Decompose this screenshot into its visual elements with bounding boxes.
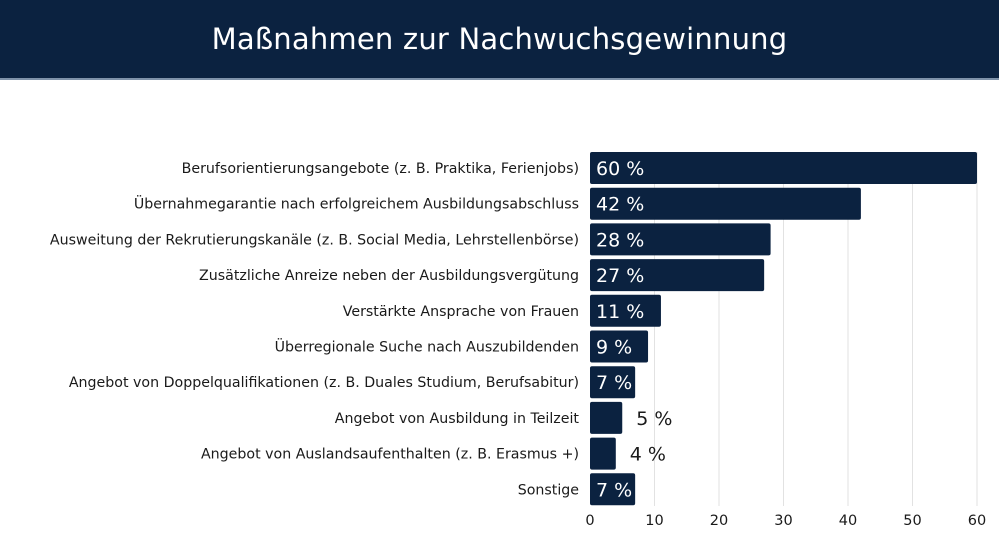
data-label: 28 %	[596, 229, 644, 251]
x-tick-label: 20	[710, 513, 728, 529]
x-tick-label: 0	[585, 513, 594, 529]
x-tick-label: 30	[774, 513, 792, 529]
data-label: 4 %	[630, 444, 666, 466]
bar	[590, 437, 616, 470]
x-tick-label: 60	[968, 513, 986, 529]
bar	[590, 473, 636, 506]
category-label: Überregionale Suche nach Auszubildenden	[275, 338, 579, 356]
category-label: Zusätzliche Anreize neben der Ausbildung…	[199, 268, 579, 284]
category-label: Ausweitung der Rekrutierungskanäle (z. B…	[50, 232, 579, 248]
bar	[590, 401, 623, 434]
data-label: 42 %	[596, 194, 644, 216]
bar	[590, 187, 861, 220]
bar	[590, 259, 765, 292]
bar	[590, 152, 977, 184]
x-tick-label: 10	[645, 513, 663, 529]
chart-header: Maßnahmen zur Nachwuchsgewinnung	[0, 0, 999, 80]
category-label: Sonstige	[518, 482, 579, 498]
category-labels: Berufsorientierungsangebote (z. B. Prakt…	[50, 161, 580, 498]
category-label: Angebot von Ausbildung in Teilzeit	[335, 411, 580, 427]
category-label: Übernahmegarantie nach erfolgreichem Aus…	[134, 195, 579, 213]
bar	[590, 294, 661, 327]
category-label: Verstärkte Ansprache von Frauen	[343, 304, 579, 320]
data-label: 7 %	[596, 479, 632, 501]
data-labels: 60 %42 %28 %27 %11 %9 %7 %5 %4 %7 %	[596, 158, 672, 501]
data-label: 7 %	[596, 372, 632, 394]
data-label: 9 %	[596, 337, 632, 359]
bar	[590, 330, 649, 363]
bars	[590, 152, 977, 506]
x-tick-label: 40	[839, 513, 857, 529]
data-label: 5 %	[636, 408, 672, 430]
category-label: Angebot von Auslandsaufenthalten (z. B. …	[201, 447, 579, 463]
x-tick-label: 50	[903, 513, 921, 529]
data-label: 11 %	[596, 301, 644, 323]
category-label: Angebot von Doppelqualifikationen (z. B.…	[69, 375, 579, 391]
bar	[590, 223, 771, 256]
x-axis-ticks: 0 10 20 30 40 50 60	[585, 513, 986, 529]
category-label: Berufsorientierungsangebote (z. B. Prakt…	[182, 161, 579, 177]
data-label: 60 %	[596, 158, 644, 180]
chart-title: Maßnahmen zur Nachwuchsgewinnung	[211, 22, 788, 56]
data-label: 27 %	[596, 265, 644, 287]
bar	[590, 366, 636, 399]
